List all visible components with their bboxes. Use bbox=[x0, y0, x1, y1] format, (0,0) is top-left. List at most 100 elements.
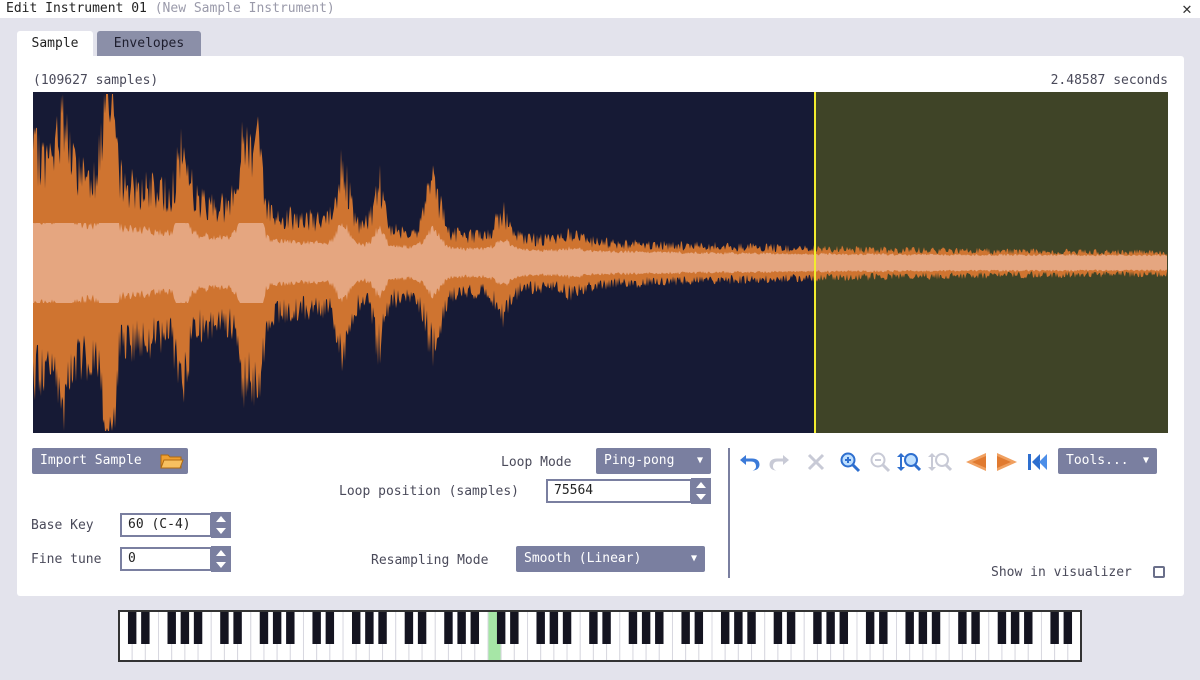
loop-mode-value: Ping-pong bbox=[604, 453, 675, 468]
piano-black-key[interactable] bbox=[773, 611, 783, 644]
zoom-fit-icon[interactable] bbox=[897, 451, 921, 473]
piano-black-key[interactable] bbox=[602, 611, 611, 644]
folder-icon bbox=[160, 454, 184, 469]
piano-black-key[interactable] bbox=[470, 611, 480, 644]
piano-black-key[interactable] bbox=[259, 611, 269, 644]
piano-black-key[interactable] bbox=[879, 611, 888, 644]
tab-sample[interactable]: Sample bbox=[17, 31, 93, 57]
duration-label: 2.48587 seconds bbox=[1050, 73, 1168, 88]
piano-black-key[interactable] bbox=[325, 611, 335, 644]
piano-black-key[interactable] bbox=[496, 611, 506, 644]
piano-black-key[interactable] bbox=[628, 611, 638, 644]
piano-black-key[interactable] bbox=[180, 611, 190, 644]
piano-black-key[interactable] bbox=[365, 611, 374, 644]
resampling-mode-select[interactable]: Smooth (Linear) ▼ bbox=[516, 546, 705, 572]
chevron-down-icon: ▼ bbox=[1142, 455, 1149, 466]
piano-black-key[interactable] bbox=[272, 611, 282, 644]
piano-black-key[interactable] bbox=[127, 611, 137, 644]
piano-black-key[interactable] bbox=[694, 611, 704, 644]
piano-black-key[interactable] bbox=[404, 611, 414, 644]
piano-black-key[interactable] bbox=[312, 611, 321, 644]
piano-black-key[interactable] bbox=[971, 611, 980, 644]
piano-black-key[interactable] bbox=[720, 611, 730, 644]
piano-black-key[interactable] bbox=[918, 611, 928, 644]
piano-black-key[interactable] bbox=[826, 611, 835, 644]
piano-black-key[interactable] bbox=[786, 611, 796, 644]
loop-position-label: Loop position (samples) bbox=[339, 484, 520, 499]
piano-black-key[interactable] bbox=[444, 611, 453, 644]
undo-icon[interactable] bbox=[738, 451, 762, 473]
tab-envelopes[interactable]: Envelopes bbox=[97, 31, 201, 56]
piano-black-key[interactable] bbox=[549, 611, 559, 644]
piano-black-key[interactable] bbox=[220, 611, 229, 644]
piano-black-key[interactable] bbox=[457, 611, 466, 644]
panel-divider bbox=[728, 448, 730, 578]
piano-black-key[interactable] bbox=[1010, 611, 1020, 644]
piano-black-key[interactable] bbox=[641, 611, 651, 644]
piano-black-key[interactable] bbox=[931, 611, 941, 644]
resampling-mode-value: Smooth (Linear) bbox=[524, 551, 642, 566]
close-icon[interactable]: ✕ bbox=[1182, 0, 1192, 18]
piano-black-key[interactable] bbox=[141, 611, 150, 644]
import-sample-button[interactable]: Import Sample bbox=[32, 448, 188, 474]
piano-black-key[interactable] bbox=[417, 611, 427, 644]
base-key-field[interactable]: 60 (C-4) bbox=[120, 513, 212, 537]
fine-tune-label: Fine tune bbox=[31, 552, 102, 567]
piano-black-key[interactable] bbox=[536, 611, 545, 644]
piano-black-key[interactable] bbox=[958, 611, 967, 644]
base-key-stepper[interactable] bbox=[211, 512, 231, 538]
keyboard-frame bbox=[118, 610, 1082, 662]
piano-black-key[interactable] bbox=[734, 611, 743, 644]
piano-black-key[interactable] bbox=[562, 611, 572, 644]
piano-black-key[interactable] bbox=[589, 611, 598, 644]
zoom-in-icon[interactable] bbox=[838, 451, 862, 473]
window-subtitle: (New Sample Instrument) bbox=[154, 1, 335, 16]
piano-black-key[interactable] bbox=[681, 611, 690, 644]
resampling-mode-label: Resampling Mode bbox=[371, 553, 489, 568]
piano-black-key[interactable] bbox=[865, 611, 875, 644]
piano-black-key[interactable] bbox=[351, 611, 361, 644]
piano-black-key[interactable] bbox=[655, 611, 664, 644]
waveform-display[interactable] bbox=[33, 92, 1168, 433]
fade-out-icon[interactable] bbox=[995, 451, 1019, 473]
waveform-inner-envelope bbox=[33, 223, 1167, 303]
fine-tune-field[interactable]: 0 bbox=[120, 547, 212, 571]
piano-black-key[interactable] bbox=[193, 611, 203, 644]
reverse-icon[interactable] bbox=[1025, 451, 1049, 473]
piano-black-key[interactable] bbox=[167, 611, 176, 644]
show-in-visualizer-label: Show in visualizer bbox=[991, 565, 1132, 580]
window-title: Edit Instrument 01 (New Sample Instrumen… bbox=[6, 1, 335, 16]
piano-black-key[interactable] bbox=[813, 611, 822, 644]
title-bar: Edit Instrument 01 (New Sample Instrumen… bbox=[0, 0, 1200, 18]
piano-black-key[interactable] bbox=[1063, 611, 1073, 644]
piano-black-key[interactable] bbox=[510, 611, 519, 644]
fade-in-icon[interactable] bbox=[964, 451, 988, 473]
chevron-down-icon: ▼ bbox=[690, 553, 697, 564]
zoom-out-icon[interactable] bbox=[868, 451, 892, 473]
loop-position-field[interactable]: 75564 bbox=[546, 479, 692, 503]
loop-mode-select[interactable]: Ping-pong ▼ bbox=[596, 448, 711, 474]
zoom-reset-icon[interactable] bbox=[928, 451, 952, 473]
piano-black-key[interactable] bbox=[1050, 611, 1059, 644]
piano-black-key[interactable] bbox=[997, 611, 1007, 644]
piano-black-key[interactable] bbox=[1024, 611, 1033, 644]
delete-icon[interactable] bbox=[804, 451, 828, 473]
chevron-down-icon: ▼ bbox=[696, 455, 703, 466]
loop-position-stepper[interactable] bbox=[691, 478, 711, 504]
piano-black-key[interactable] bbox=[378, 611, 387, 644]
base-key-label: Base Key bbox=[31, 518, 94, 533]
loop-mode-label: Loop Mode bbox=[501, 455, 572, 470]
show-in-visualizer-checkbox[interactable] bbox=[1153, 566, 1165, 578]
redo-icon[interactable] bbox=[767, 451, 791, 473]
piano-black-key[interactable] bbox=[233, 611, 242, 644]
tools-menu-button[interactable]: Tools... ▼ bbox=[1058, 448, 1157, 474]
import-sample-label: Import Sample bbox=[40, 453, 142, 468]
fine-tune-stepper[interactable] bbox=[211, 546, 231, 572]
piano-black-key[interactable] bbox=[905, 611, 914, 644]
piano-black-key[interactable] bbox=[839, 611, 849, 644]
piano-black-key[interactable] bbox=[747, 611, 756, 644]
sample-count-label: (109627 samples) bbox=[33, 73, 159, 88]
tools-menu-label: Tools... bbox=[1066, 453, 1129, 468]
piano-black-key[interactable] bbox=[286, 611, 295, 644]
piano-keyboard[interactable] bbox=[118, 610, 1082, 662]
